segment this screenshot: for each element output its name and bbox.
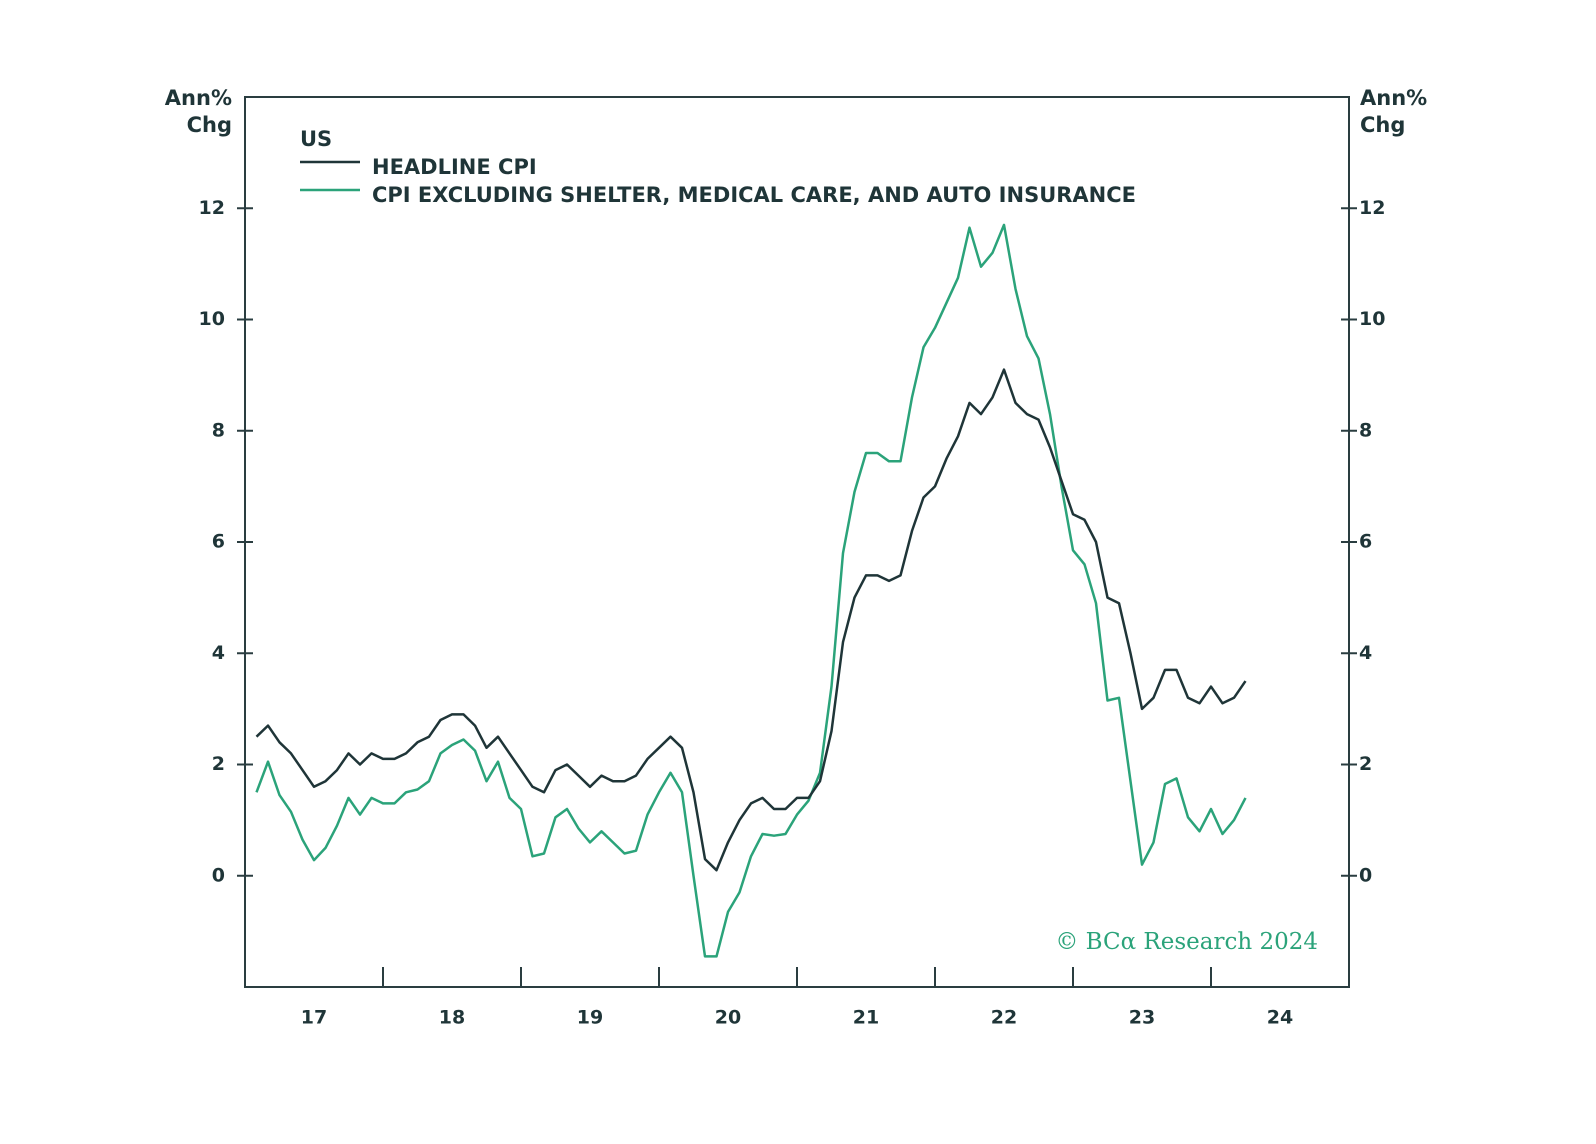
series-line — [255, 368, 1247, 872]
y2-tick-label: 4 — [1359, 642, 1372, 664]
legend-label: CPI EXCLUDING SHELTER, MEDICAL CARE, AND… — [372, 183, 1136, 207]
y2-tick-label: 2 — [1359, 753, 1372, 775]
x-tick-label: 20 — [715, 1007, 741, 1029]
y2-axis-label: Ann% — [1360, 86, 1427, 110]
x-tick-label: 19 — [577, 1007, 603, 1029]
y-tick-label: 2 — [212, 753, 225, 775]
legend-label: HEADLINE CPI — [372, 155, 537, 179]
x-tick-label: 23 — [1129, 1007, 1155, 1029]
x-tick-label: 21 — [853, 1007, 879, 1029]
plot-frame — [244, 96, 1350, 988]
legend-title: US — [300, 127, 332, 151]
x-tick-label: 22 — [991, 1007, 1017, 1029]
y-axis-label: Chg — [187, 113, 232, 137]
y2-tick-label: 10 — [1359, 308, 1385, 330]
y2-tick-label: 8 — [1359, 419, 1372, 441]
y2-tick-label: 6 — [1359, 531, 1372, 553]
y-tick-label: 8 — [212, 419, 225, 441]
y2-axis-label: Chg — [1360, 113, 1405, 137]
y-tick-label: 4 — [212, 642, 225, 664]
y-tick-label: 0 — [212, 864, 225, 886]
y2-tick-label: 12 — [1359, 197, 1385, 219]
y-tick-label: 12 — [199, 197, 225, 219]
series-line — [255, 223, 1247, 958]
y2-tick-label: 0 — [1359, 864, 1372, 886]
x-tick-label: 24 — [1267, 1007, 1293, 1029]
x-tick-label: 17 — [301, 1007, 327, 1029]
y-tick-label: 6 — [212, 531, 225, 553]
annotation: © BCα Research 2024 — [1055, 929, 1318, 955]
y-axis-label: Ann% — [165, 86, 232, 110]
x-tick-label: 18 — [439, 1007, 465, 1029]
y-tick-label: 10 — [199, 308, 225, 330]
